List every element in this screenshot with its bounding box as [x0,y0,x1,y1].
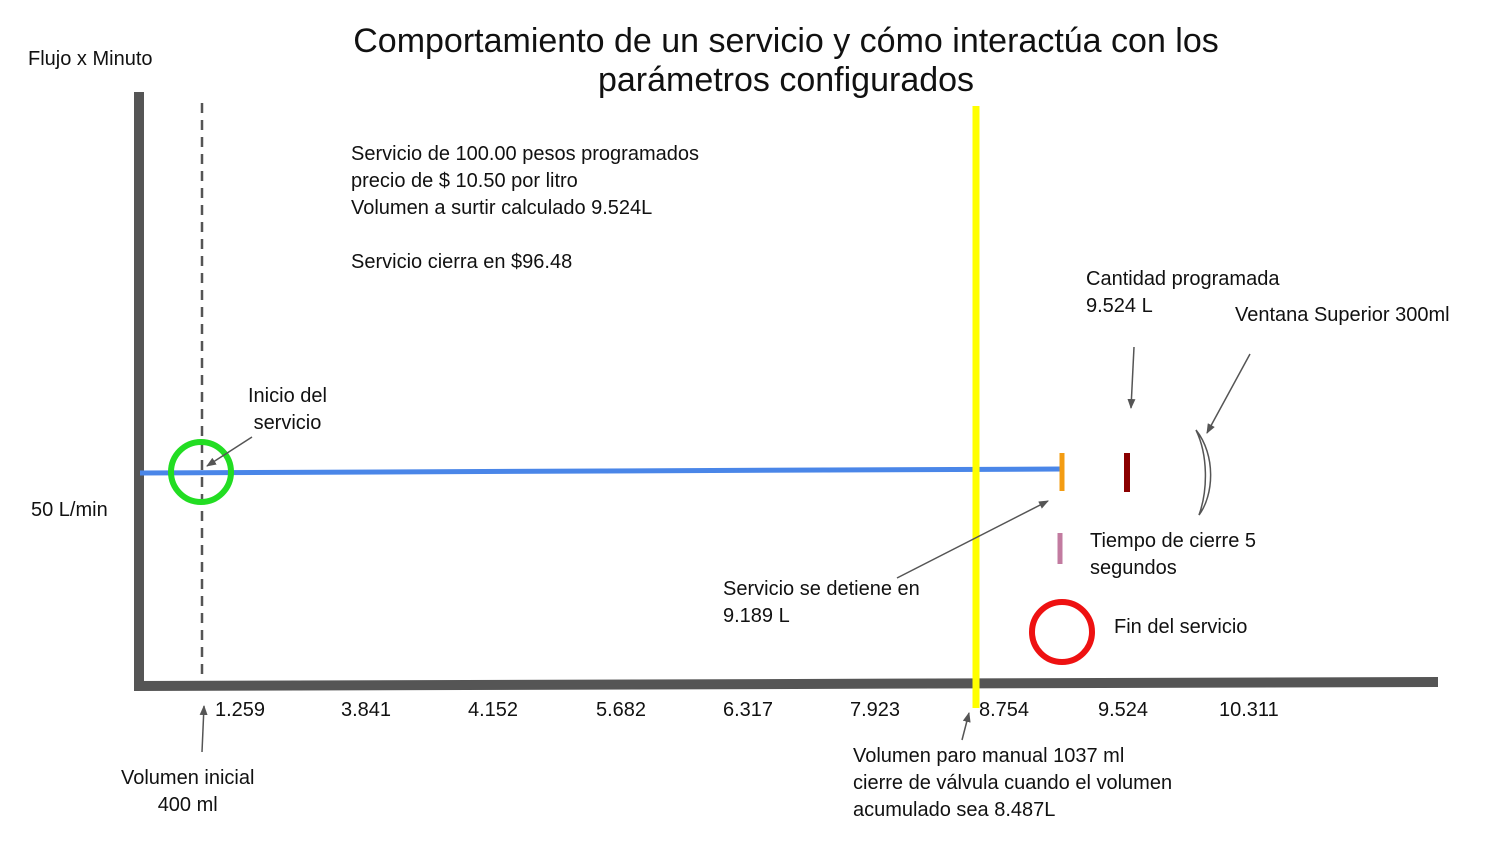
info-line-2: precio de $ 10.50 por litro [351,170,578,192]
paro-manual-annotation: Volumen paro manual 1037 ml cierre de vá… [853,743,1172,824]
diagram-title: Comportamiento de un servicio y cómo int… [270,22,1302,100]
x-tick-6: 7.923 [850,699,901,721]
info-line-1: Servicio de 100.00 pesos programados [351,143,699,165]
tiempo-annotation: Tiempo de cierre 5 segundos [1090,528,1256,582]
cantidad-annotation: Cantidad programada 9.524 L [1086,266,1279,320]
arrow-paro-manual [961,712,971,741]
x-tick-3: 4.152 [468,699,519,721]
arrow-volumen-inicial [199,705,208,753]
detiene-line-1: Servicio se detiene en [723,578,920,600]
x-tick-9: 10.311 [1219,699,1279,721]
paro-manual-line-2: cierre de válvula cuando el volumen [853,772,1173,794]
tiempo-line-1: Tiempo de cierre 5 [1090,530,1256,552]
arrow-detiene [896,500,1049,579]
title-line-2: parámetros configurados [597,61,975,99]
service-info-block: Servicio de 100.00 pesos programados pre… [351,141,699,276]
paro-manual-line-1: Volumen paro manual 1037 ml [853,745,1125,767]
volumen-inicial-annotation: Volumen inicial 400 ml [121,765,254,819]
ventana-annotation: Ventana Superior 300ml [1235,304,1450,326]
flow-line [139,466,1063,476]
flow-rate-label: 50 L/min [31,499,108,521]
fin-annotation: Fin del servicio [1114,616,1248,638]
cantidad-line-1: Cantidad programada [1086,268,1280,290]
inicio-line-1: Inicio del [248,385,327,407]
x-tick-8: 9.524 [1098,699,1149,721]
x-tick-1: 1.259 [215,699,266,721]
x-tick-5: 6.317 [723,699,774,721]
arrow-ventana [1206,353,1251,434]
y-axis-label: Flujo x Minuto [28,48,153,70]
arrow-cantidad [1127,346,1136,409]
upper-window-bracket [1195,429,1212,516]
detiene-line-2: 9.189 L [723,605,790,627]
paro-manual-line-3: acumulado sea 8.487L [853,799,1056,821]
x-tick-7: 8.754 [979,699,1030,721]
inicio-line-2: servicio [253,412,322,434]
info-spacer [351,222,699,249]
detiene-annotation: Servicio se detiene en 9.189 L [723,576,920,630]
tiempo-line-2: segundos [1090,557,1177,579]
volumen-inicial-line-2: 400 ml [157,794,218,816]
x-tick-2: 3.841 [341,699,392,721]
volumen-inicial-line-1: Volumen inicial [121,767,255,789]
start-circle [168,439,234,505]
info-line-4: Servicio cierra en $96.48 [351,251,573,273]
cantidad-line-2: 9.524 L [1086,295,1153,317]
x-axis-line [133,677,1439,691]
title-line-1: Comportamiento de un servicio y cómo int… [353,22,1219,60]
inicio-annotation: Inicio del servicio [248,383,327,437]
arrow-inicio [206,436,253,467]
end-circle [1029,599,1095,665]
x-tick-4: 5.682 [596,699,647,721]
info-line-3: Volumen a surtir calculado 9.524L [351,197,653,219]
